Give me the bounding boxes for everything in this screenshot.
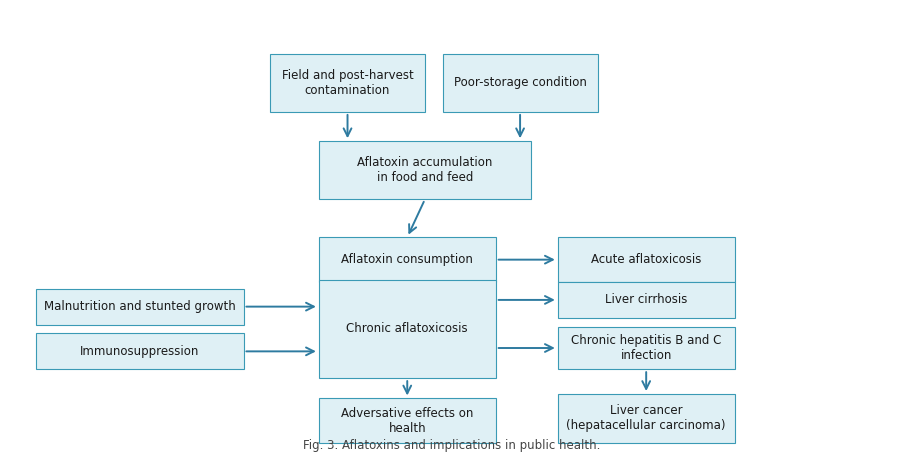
Text: Field and post-harvest
contamination: Field and post-harvest contamination — [281, 69, 413, 97]
FancyBboxPatch shape — [557, 282, 734, 318]
Text: Fig. 3. Aflatoxins and implications in public health.: Fig. 3. Aflatoxins and implications in p… — [302, 439, 600, 452]
FancyBboxPatch shape — [318, 280, 495, 378]
Text: Liver cirrhosis: Liver cirrhosis — [604, 294, 686, 307]
FancyBboxPatch shape — [557, 327, 734, 369]
Text: Aflatoxin accumulation
in food and feed: Aflatoxin accumulation in food and feed — [357, 156, 492, 184]
Text: Immunosuppression: Immunosuppression — [79, 345, 199, 358]
FancyBboxPatch shape — [557, 237, 734, 282]
FancyBboxPatch shape — [318, 141, 530, 199]
FancyBboxPatch shape — [318, 237, 495, 282]
FancyBboxPatch shape — [35, 334, 244, 369]
Text: Adversative effects on
health: Adversative effects on health — [341, 407, 473, 435]
Text: Poor-storage condition: Poor-storage condition — [453, 76, 586, 89]
FancyBboxPatch shape — [442, 54, 597, 112]
FancyBboxPatch shape — [318, 398, 495, 443]
Text: Liver cancer
(hepatacellular carcinoma): Liver cancer (hepatacellular carcinoma) — [566, 404, 725, 432]
Text: Malnutrition and stunted growth: Malnutrition and stunted growth — [43, 300, 235, 313]
FancyBboxPatch shape — [557, 394, 734, 443]
Text: Chronic hepatitis B and C
infection: Chronic hepatitis B and C infection — [570, 334, 721, 362]
Text: Acute aflatoxicosis: Acute aflatoxicosis — [590, 253, 701, 266]
FancyBboxPatch shape — [270, 54, 425, 112]
Text: Chronic aflatoxicosis: Chronic aflatoxicosis — [346, 322, 467, 336]
FancyBboxPatch shape — [35, 289, 244, 324]
Text: Aflatoxin consumption: Aflatoxin consumption — [341, 253, 473, 266]
